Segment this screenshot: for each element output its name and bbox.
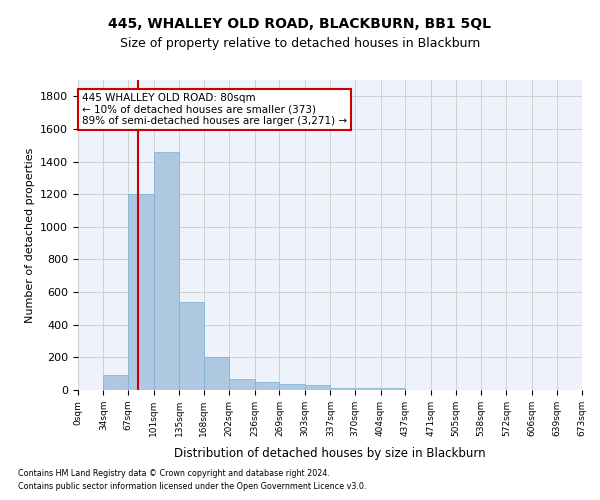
- Bar: [103, 376, 128, 390]
- Bar: [204, 356, 229, 390]
- Y-axis label: Number of detached properties: Number of detached properties: [25, 148, 35, 322]
- Bar: [380, 388, 405, 390]
- Text: 445, WHALLEY OLD ROAD, BLACKBURN, BB1 5QL: 445, WHALLEY OLD ROAD, BLACKBURN, BB1 5Q…: [109, 18, 491, 32]
- Bar: [305, 385, 331, 390]
- Bar: [331, 388, 355, 390]
- Bar: [280, 384, 305, 390]
- Text: Contains public sector information licensed under the Open Government Licence v3: Contains public sector information licen…: [18, 482, 367, 491]
- Bar: [179, 302, 204, 390]
- Bar: [355, 388, 380, 390]
- Bar: [128, 194, 154, 390]
- Bar: [255, 382, 280, 390]
- Text: Size of property relative to detached houses in Blackburn: Size of property relative to detached ho…: [120, 38, 480, 51]
- Bar: [229, 380, 255, 390]
- Bar: [154, 152, 179, 390]
- X-axis label: Distribution of detached houses by size in Blackburn: Distribution of detached houses by size …: [174, 447, 486, 460]
- Text: Contains HM Land Registry data © Crown copyright and database right 2024.: Contains HM Land Registry data © Crown c…: [18, 468, 330, 477]
- Text: 445 WHALLEY OLD ROAD: 80sqm
← 10% of detached houses are smaller (373)
89% of se: 445 WHALLEY OLD ROAD: 80sqm ← 10% of det…: [82, 93, 347, 126]
